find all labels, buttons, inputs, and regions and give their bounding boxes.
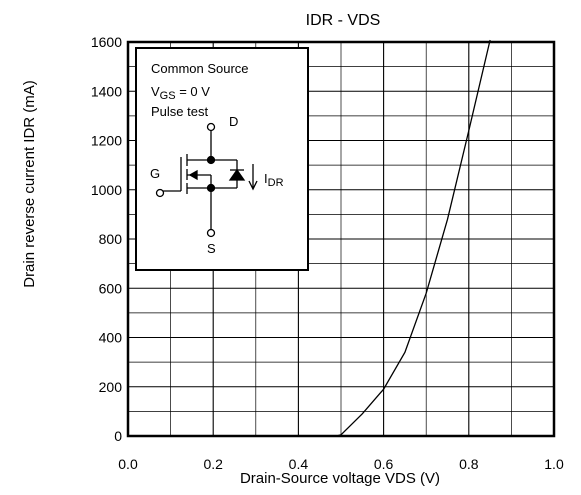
y-tick-label: 400 [99, 330, 123, 346]
idr-symbol: I [264, 171, 268, 186]
inset-common-source: Common Source [151, 61, 249, 76]
idr-subscript: DR [268, 177, 284, 189]
y-tick-label: 600 [99, 280, 123, 296]
mosfet-symbol [155, 122, 258, 238]
vgs-subscript: GS [160, 90, 176, 102]
body-diode-icon [228, 168, 246, 181]
y-axis-label: Drain reverse current IDR (mA) [21, 80, 38, 288]
x-tick-label: 0.8 [459, 456, 479, 472]
y-tick-label: 0 [114, 428, 122, 444]
inset-frame [135, 47, 309, 271]
y-tick-label: 800 [99, 231, 123, 247]
x-tick-label: 0.2 [203, 456, 223, 472]
chart-title: IDR - VDS [306, 12, 381, 29]
x-tick-label: 0.4 [289, 456, 309, 472]
y-tick-label: 1000 [91, 182, 122, 198]
x-tick-label: 0.6 [374, 456, 394, 472]
y-tick-label: 1400 [91, 83, 122, 99]
idr-arrow-icon [248, 180, 258, 191]
y-tick-labels: 0 200 400 600 800 1000 1200 1400 1600 [91, 34, 122, 444]
x-axis-label: Drain-Source voltage VDS (V) [240, 470, 440, 487]
drain-terminal [206, 122, 216, 132]
pin-label-drain: D [229, 114, 238, 129]
plot-frame [126, 40, 556, 438]
x-tick-label: 1.0 [544, 456, 564, 472]
y-tick-label: 1600 [91, 34, 122, 50]
series-line-idr [336, 39, 491, 437]
vgs-value: = 0 V [176, 84, 211, 99]
inset-pulse-test: Pulse test [151, 104, 208, 119]
vgs-symbol: V [151, 84, 160, 99]
y-tick-label: 1200 [91, 133, 122, 149]
pin-label-gate: G [150, 166, 160, 181]
x-tick-label: 0.0 [118, 456, 138, 472]
inset-vgs-condition: VGS = 0 V [151, 84, 210, 102]
x-tick-labels: 0.0 0.2 0.4 0.6 0.8 1.0 [118, 456, 564, 472]
y-tick-label: 200 [99, 379, 123, 395]
idr-label: IDR [264, 171, 284, 189]
test-circuit-inset: Common Source VGS = 0 V Pulse test [135, 47, 309, 271]
source-terminal [206, 228, 216, 238]
body-arrow [188, 169, 198, 181]
gate-terminal [155, 188, 165, 198]
pin-label-source: S [207, 241, 216, 256]
